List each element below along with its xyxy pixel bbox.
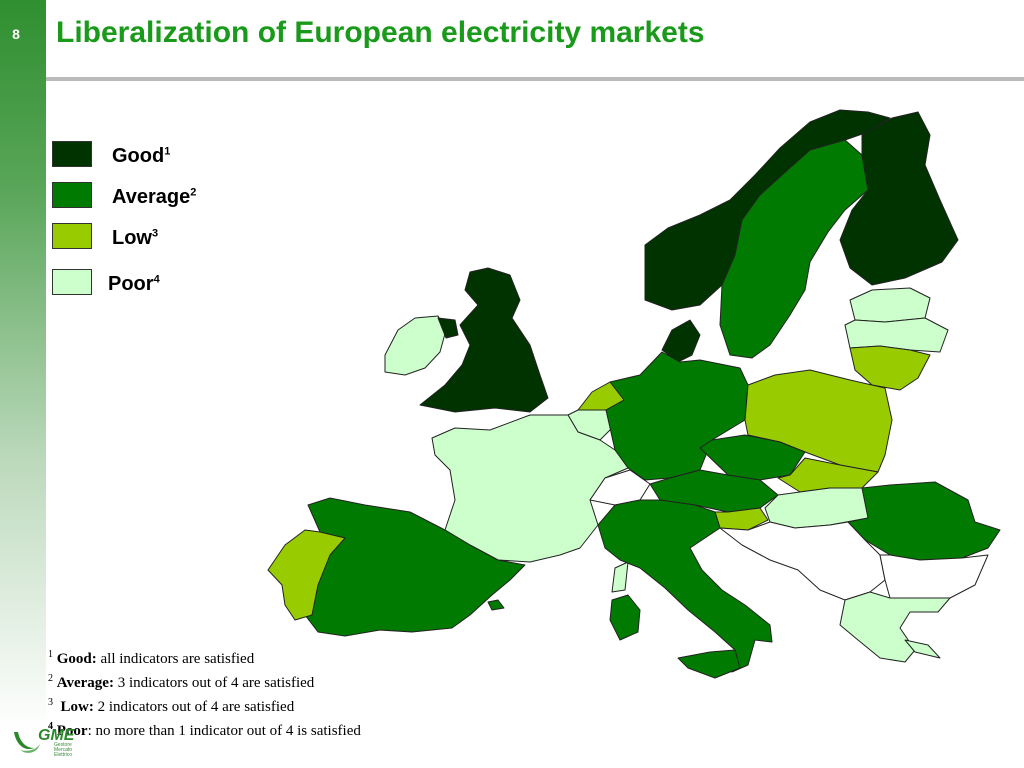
legend-item-average: Average2 bbox=[52, 182, 252, 212]
legend-swatch-poor bbox=[52, 269, 92, 295]
region-great-britain bbox=[419, 267, 549, 413]
footnote-average: 2 Average: 3 indicators out of 4 are sat… bbox=[48, 673, 315, 691]
legend-item-poor: Poor4 bbox=[52, 269, 252, 299]
region-finland bbox=[839, 111, 959, 286]
logo-text: GME bbox=[38, 727, 76, 744]
region-sardinia bbox=[609, 594, 641, 641]
region-italy bbox=[597, 499, 773, 673]
legend-swatch-average bbox=[52, 182, 92, 208]
europe-map bbox=[267, 109, 1001, 679]
page-title: Liberalization of European electricity m… bbox=[56, 16, 705, 49]
region-sicily bbox=[677, 649, 741, 679]
region-sweden bbox=[719, 139, 869, 359]
region-lithuania bbox=[849, 345, 931, 391]
region-estonia bbox=[849, 287, 931, 323]
region-france bbox=[431, 414, 629, 563]
region-corsica bbox=[611, 561, 629, 593]
legend-item-low: Low3 bbox=[52, 223, 252, 253]
legend-label-poor: Poor4 bbox=[108, 273, 160, 295]
page-number: 8 bbox=[12, 26, 20, 42]
region-norway bbox=[644, 109, 891, 311]
legend-item-good: Good1 bbox=[52, 141, 252, 171]
legend-label-low: Low3 bbox=[112, 227, 159, 249]
region-portugal bbox=[267, 529, 346, 621]
footnote-low: 3 Low: 2 indicators out of 4 are satisfi… bbox=[48, 697, 295, 715]
svg-text:Gestore: Gestore bbox=[54, 742, 72, 748]
footnote-poor: 4 Poor: no more than 1 indicator out of … bbox=[48, 721, 361, 739]
svg-text:Elettrico: Elettrico bbox=[54, 752, 72, 758]
region-greece bbox=[839, 591, 951, 663]
legend-swatch-low bbox=[52, 223, 92, 249]
region-balearic bbox=[487, 599, 505, 611]
footnotes: 1 Good: all indicators are satisfied 2 A… bbox=[48, 645, 361, 741]
region-crete bbox=[904, 639, 941, 659]
region-bulgaria bbox=[879, 554, 989, 599]
legend-label-average: Average2 bbox=[112, 186, 197, 208]
legend-swatch-good bbox=[52, 141, 92, 167]
legend-label-good: Good1 bbox=[112, 145, 171, 167]
svg-text:Mercato: Mercato bbox=[54, 747, 72, 753]
region-ireland bbox=[384, 315, 447, 376]
region-northern-ireland bbox=[437, 317, 459, 339]
gme-logo: GME Gestore Mercato Elettrico bbox=[14, 727, 76, 758]
title-divider bbox=[46, 77, 1024, 81]
side-bar bbox=[0, 0, 46, 768]
footnote-good: 1 Good: all indicators are satisfied bbox=[48, 649, 255, 667]
